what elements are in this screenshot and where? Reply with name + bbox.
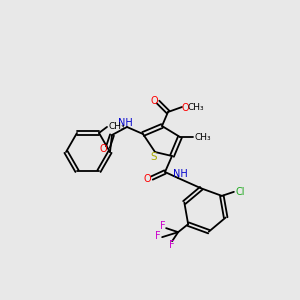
Text: CH₃: CH₃ [195, 133, 211, 142]
Text: CH₃: CH₃ [188, 103, 204, 112]
Text: S: S [151, 152, 157, 162]
Text: F: F [160, 221, 166, 231]
Text: F: F [169, 240, 175, 250]
Text: Cl: Cl [235, 187, 244, 197]
Text: NH: NH [172, 169, 188, 179]
Text: F: F [155, 231, 161, 241]
Text: O: O [99, 144, 107, 154]
Text: O: O [150, 96, 158, 106]
Text: O: O [181, 103, 189, 113]
Text: O: O [143, 174, 151, 184]
Text: CH₃: CH₃ [109, 122, 125, 131]
Text: NH: NH [118, 118, 132, 128]
